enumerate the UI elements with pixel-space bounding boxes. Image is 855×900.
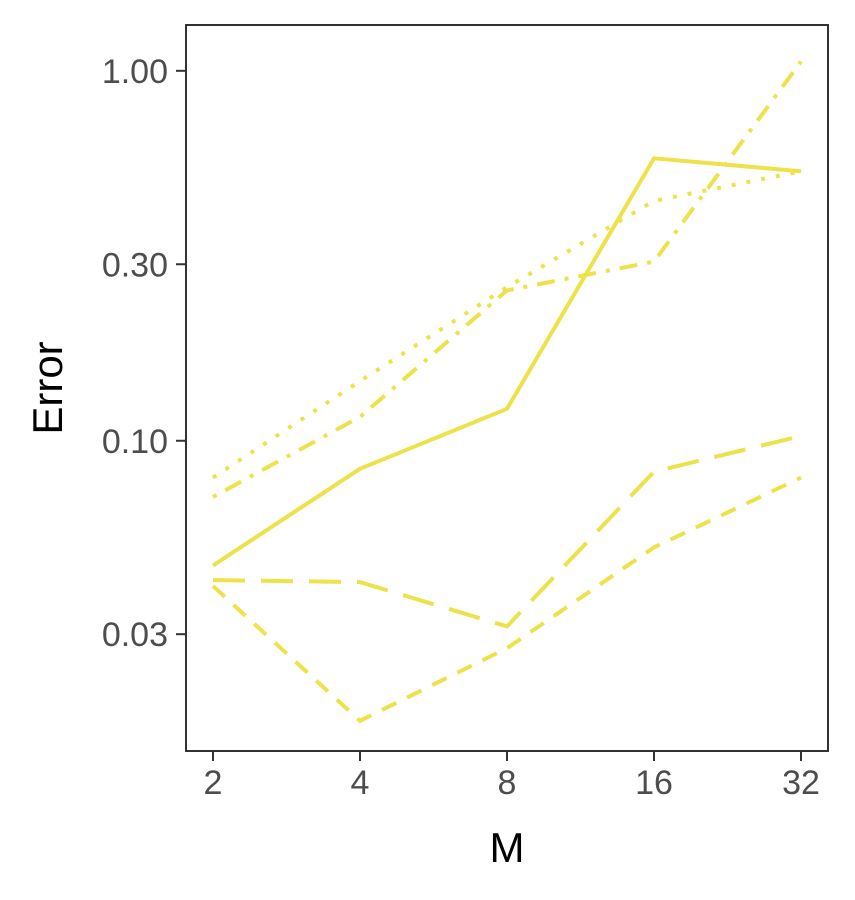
series-line-dotted xyxy=(211,169,802,480)
plot-panel xyxy=(185,24,829,752)
series-line-solid xyxy=(211,156,802,568)
x-tick-label: 8 xyxy=(498,764,517,802)
y-tick-label: 0.03 xyxy=(102,616,168,654)
x-axis-title: M xyxy=(490,824,525,871)
x-axis: 2 4 8 16 32 xyxy=(204,751,820,802)
x-tick-label: 16 xyxy=(635,764,673,802)
y-tick-label: 0.30 xyxy=(102,246,168,284)
series-line-dashed xyxy=(211,475,802,724)
series-line-dotdash xyxy=(212,60,803,499)
x-tick-label: 4 xyxy=(351,764,370,802)
y-tick-label: 0.10 xyxy=(102,423,168,461)
y-tick-label: 1.00 xyxy=(102,53,168,91)
x-tick-label: 32 xyxy=(782,764,820,802)
series-layer xyxy=(211,60,803,724)
y-axis-title: Error xyxy=(24,341,71,434)
series-line-longdash xyxy=(212,434,802,629)
x-tick-label: 2 xyxy=(204,764,223,802)
y-axis: 0.03 0.10 0.30 1.00 xyxy=(102,53,186,654)
